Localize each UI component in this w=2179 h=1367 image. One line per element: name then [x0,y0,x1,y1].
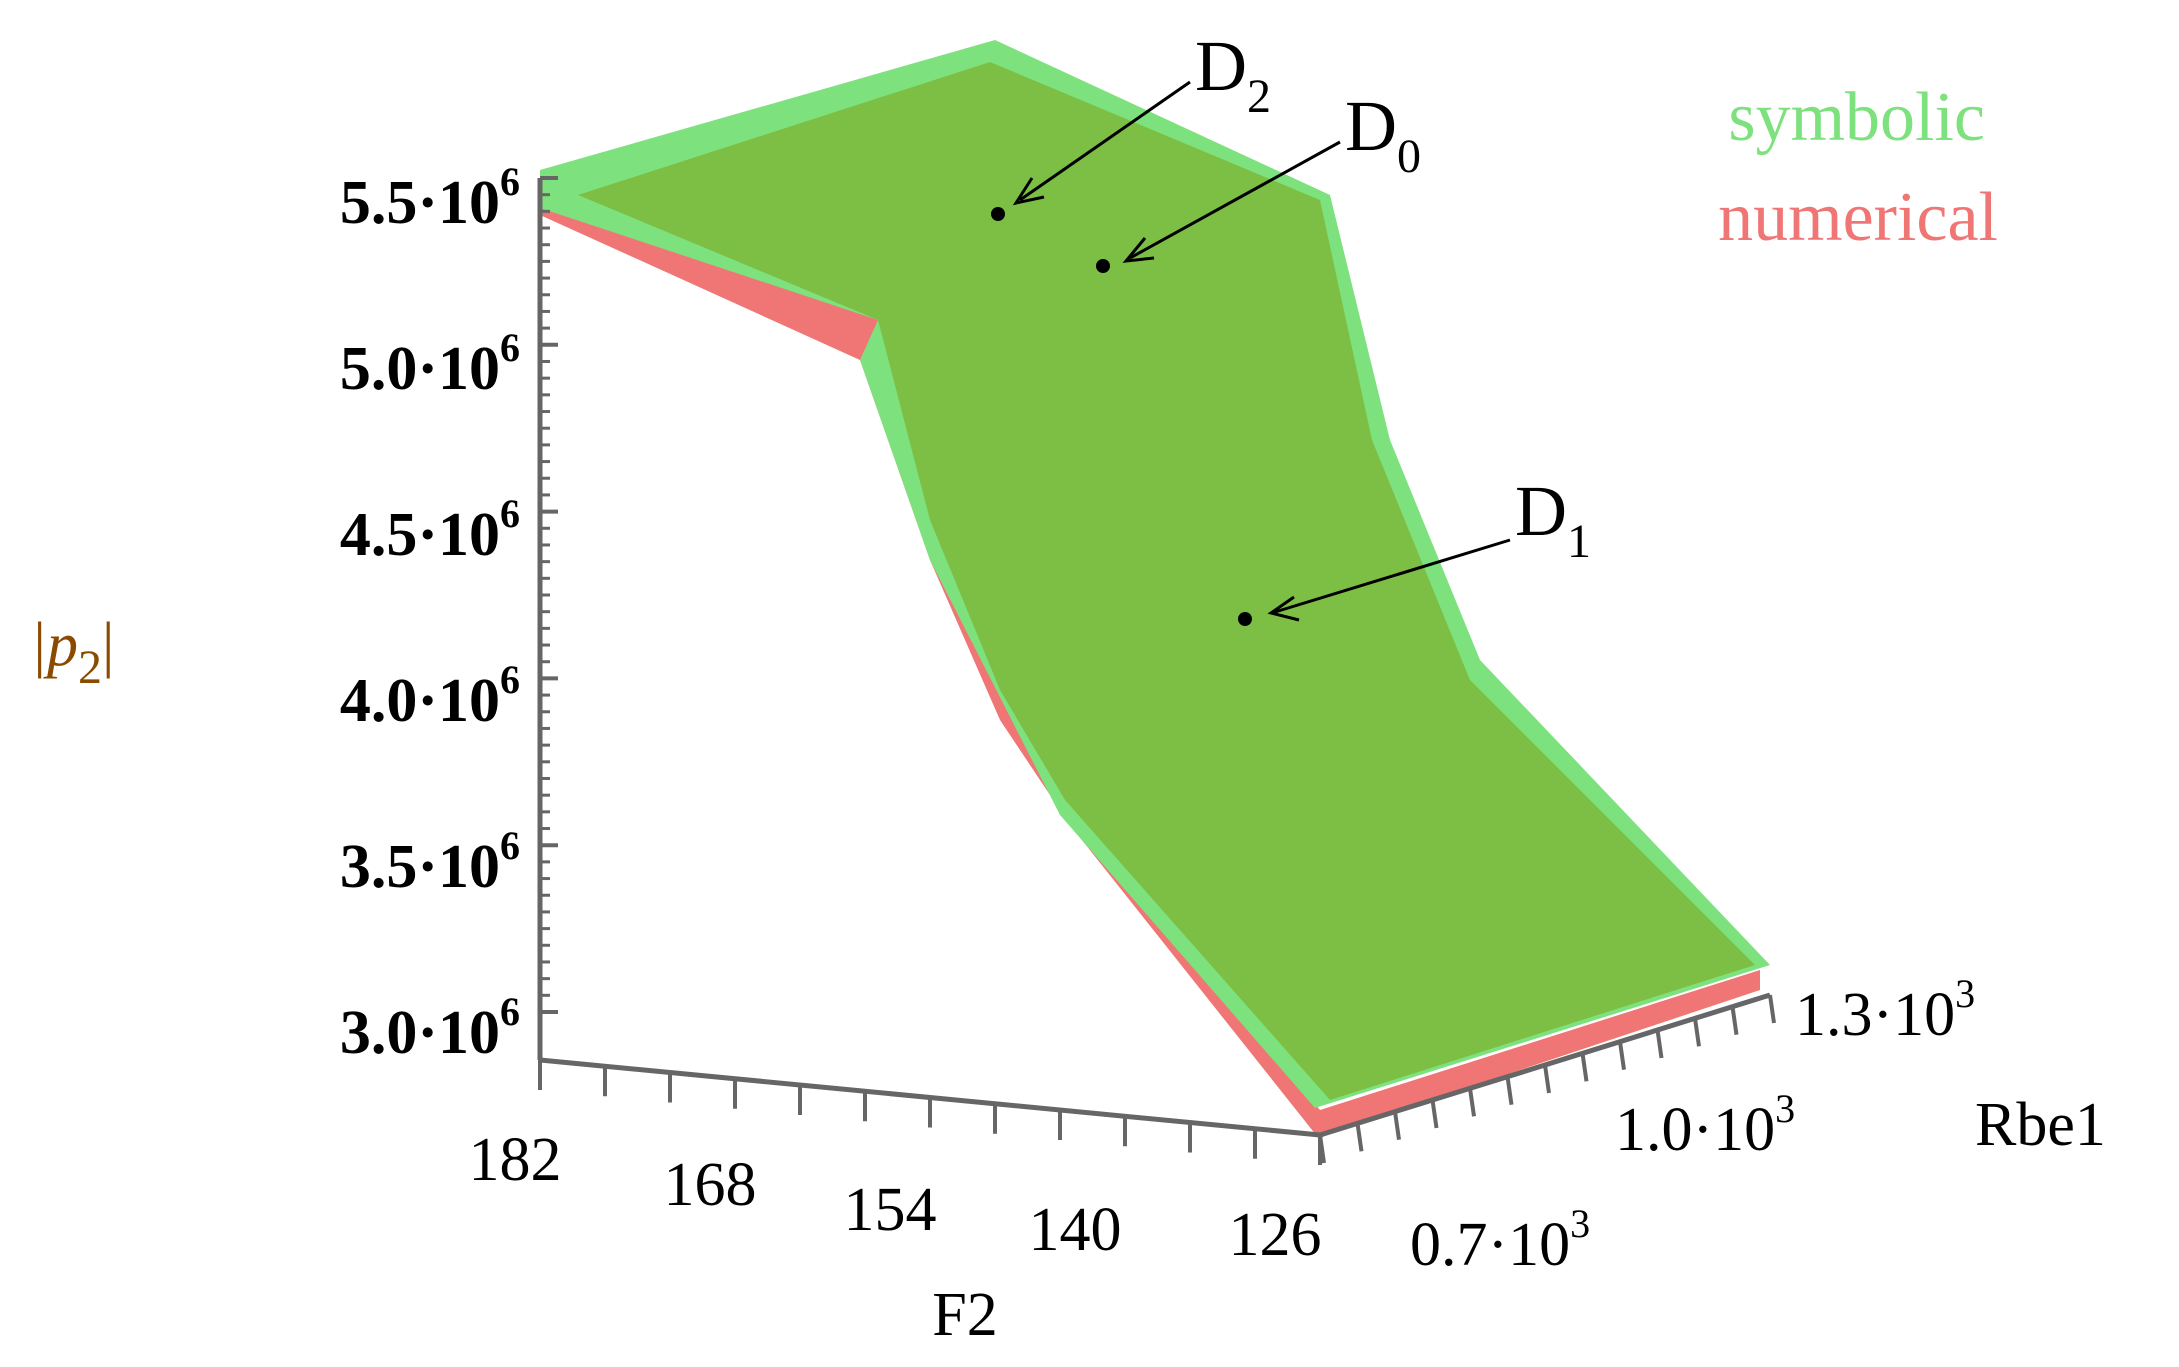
y-axis-tick [1393,1111,1401,1140]
x-axis-label: F2 [932,1281,997,1349]
z-tick-label-3.0: 3.0·106 [340,989,520,1067]
y-tick-label-1.0: 1.0·103 [1615,1086,1795,1164]
y-axis-tick [1430,1099,1439,1129]
x-tick-label-126: 126 [1229,1201,1322,1269]
annotation-d2-point [991,207,1005,221]
legend-entry-numerical: numerical [1718,179,1998,256]
z-tick-label-4.0: 4.0·106 [340,657,520,735]
z-tick-label-4.5: 4.5·106 [340,491,520,569]
x-tick-label-182: 182 [469,1126,562,1194]
surface-group [540,40,1770,1140]
annotation-d1: D1 [1238,471,1591,626]
x-axis-ticks [538,1060,1322,1165]
x-tick-label-154: 154 [844,1176,937,1244]
z-tick-labels: 5.5·106 5.0·106 4.5·106 4.0·106 3.5·106 … [340,159,520,1067]
annotation-d2-label: D2 [1195,26,1271,123]
y-axis-tick [1543,1064,1551,1094]
z-minor-ticks [540,176,558,1014]
legend-entry-symbolic: symbolic [1728,79,1985,156]
y-axis-ticks [1318,994,1776,1164]
y-axis-tick [1580,1053,1589,1082]
y-axis-label: Rbe1 [1975,1091,2106,1159]
annotation-d2: D2 [991,26,1271,221]
y-axis-tick [1693,1018,1701,1047]
y-axis-tick [1468,1088,1476,1117]
x-tick-label-168: 168 [664,1151,757,1219]
y-axis-tick [1355,1123,1364,1152]
legend: symbolic numerical [1718,79,1998,256]
z-tick-label-3.5: 3.5·106 [340,823,520,901]
annotation-d1-point [1238,612,1252,626]
x-tick-label-140: 140 [1029,1196,1122,1264]
y-tick-labels: 0.7·103 1.0·103 1.3·103 [1410,971,1975,1279]
overlap-surface [578,62,1755,1100]
y-tick-label-0.7: 0.7·103 [1410,1201,1590,1279]
z-tick-label-5.5: 5.5·106 [340,159,520,237]
annotation-d1-arrowhead [1267,595,1300,622]
annotation-d0-arrowhead [1122,237,1155,263]
y-axis-tick [1768,994,1776,1024]
y-axis-tick [1318,1134,1326,1164]
annotation-d0: D0 [1096,86,1421,273]
y-axis-tick [1505,1076,1514,1105]
x-tick-labels: 182 168 154 140 126 [469,1126,1322,1269]
annotation-d0-label: D0 [1345,86,1421,183]
annotation-d0-point [1096,259,1110,273]
y-axis-tick [1730,1006,1739,1035]
annotation-d0-arrow [1129,140,1341,260]
axes [537,176,1776,1165]
y-axis-tick [1618,1041,1626,1070]
z-tick-label-5.0: 5.0·106 [340,325,520,403]
y-tick-label-1.3: 1.3·103 [1795,971,1975,1049]
annotation-d2-arrowhead [1012,177,1045,206]
annotation-d1-arrow [1274,538,1511,614]
annotation-d1-label: D1 [1515,471,1591,568]
annotation-d2-arrow [1019,80,1191,202]
annotations: D2 D0 D1 [991,26,1591,626]
y-axis-tick [1655,1029,1664,1059]
z-axis-label: |p2| [30,611,114,694]
